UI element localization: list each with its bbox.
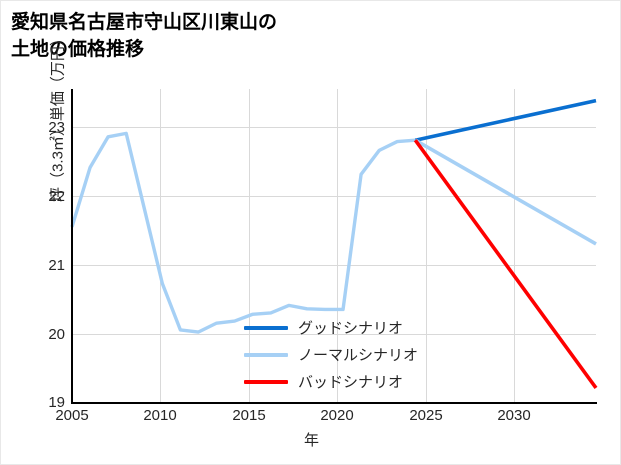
x-axis-line	[71, 402, 597, 404]
gridline-x-2025	[426, 89, 427, 403]
gridline-x-2010	[160, 89, 161, 403]
gridline-x-2020	[337, 89, 338, 403]
chart-legend: グッドシナリオ ノーマルシナリオ バッドシナリオ	[244, 314, 454, 395]
gridline-y-21	[72, 265, 596, 266]
x-tick-2025: 2025	[409, 407, 443, 424]
series-line-バッドシナリオ	[413, 139, 598, 390]
gridline-x-2030	[514, 89, 515, 403]
gridline-y-23	[72, 127, 596, 128]
y-tick-20: 20	[48, 326, 65, 343]
legend-item-normal[interactable]: ノーマルシナリオ	[244, 341, 454, 368]
x-tick-2015: 2015	[232, 407, 266, 424]
gridline-y-20	[72, 334, 596, 335]
y-axis-line	[71, 89, 73, 403]
gridline-x-2015	[249, 89, 250, 403]
y-tick-23: 23	[48, 119, 65, 136]
series-line-グッドシナリオ	[414, 98, 597, 142]
y-axis-label: 坪（3.3㎡）単価（万円）	[49, 31, 67, 202]
x-tick-2010: 2010	[143, 407, 177, 424]
gridline-y-22	[72, 196, 596, 197]
x-tick-2005: 2005	[55, 407, 89, 424]
y-tick-22: 22	[48, 188, 65, 205]
page-title: 愛知県名古屋市守山区川東山の 土地の価格推移	[11, 12, 278, 60]
series-line-ノーマルシナリオ	[414, 138, 597, 246]
legend-label-bad: バッドシナリオ	[298, 374, 404, 391]
plot-area	[70, 89, 598, 403]
y-tick-21: 21	[48, 257, 65, 274]
series-line-実績（過去推移）	[70, 131, 416, 334]
y-tick-19: 19	[48, 394, 65, 411]
x-tick-2020: 2020	[320, 407, 354, 424]
legend-item-good[interactable]: グッドシナリオ	[244, 314, 454, 341]
series-lines	[70, 98, 598, 390]
legend-label-normal: ノーマルシナリオ	[298, 347, 419, 364]
legend-swatch-good	[244, 325, 288, 330]
legend-item-bad[interactable]: バッドシナリオ	[244, 368, 454, 395]
legend-swatch-bad	[244, 379, 288, 384]
legend-label-good: グッドシナリオ	[298, 320, 404, 337]
x-tick-2030: 2030	[497, 407, 531, 424]
legend-swatch-normal	[244, 352, 288, 357]
x-axis-label: 年	[303, 432, 319, 449]
